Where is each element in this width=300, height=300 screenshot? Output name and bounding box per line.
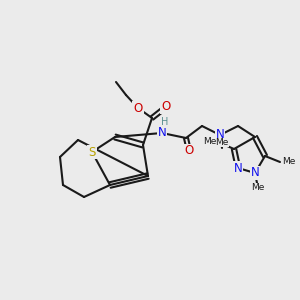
Text: Me: Me [251, 184, 265, 193]
Text: N: N [250, 167, 260, 179]
Text: O: O [161, 100, 171, 113]
Text: Me: Me [202, 137, 216, 146]
Text: N: N [158, 127, 166, 140]
Text: O: O [134, 101, 142, 115]
Text: O: O [184, 145, 194, 158]
Text: N: N [234, 161, 242, 175]
Text: S: S [88, 146, 96, 158]
Text: Me: Me [215, 138, 229, 147]
Text: Me: Me [282, 158, 296, 166]
Text: N: N [216, 128, 224, 142]
Text: H: H [161, 117, 169, 127]
